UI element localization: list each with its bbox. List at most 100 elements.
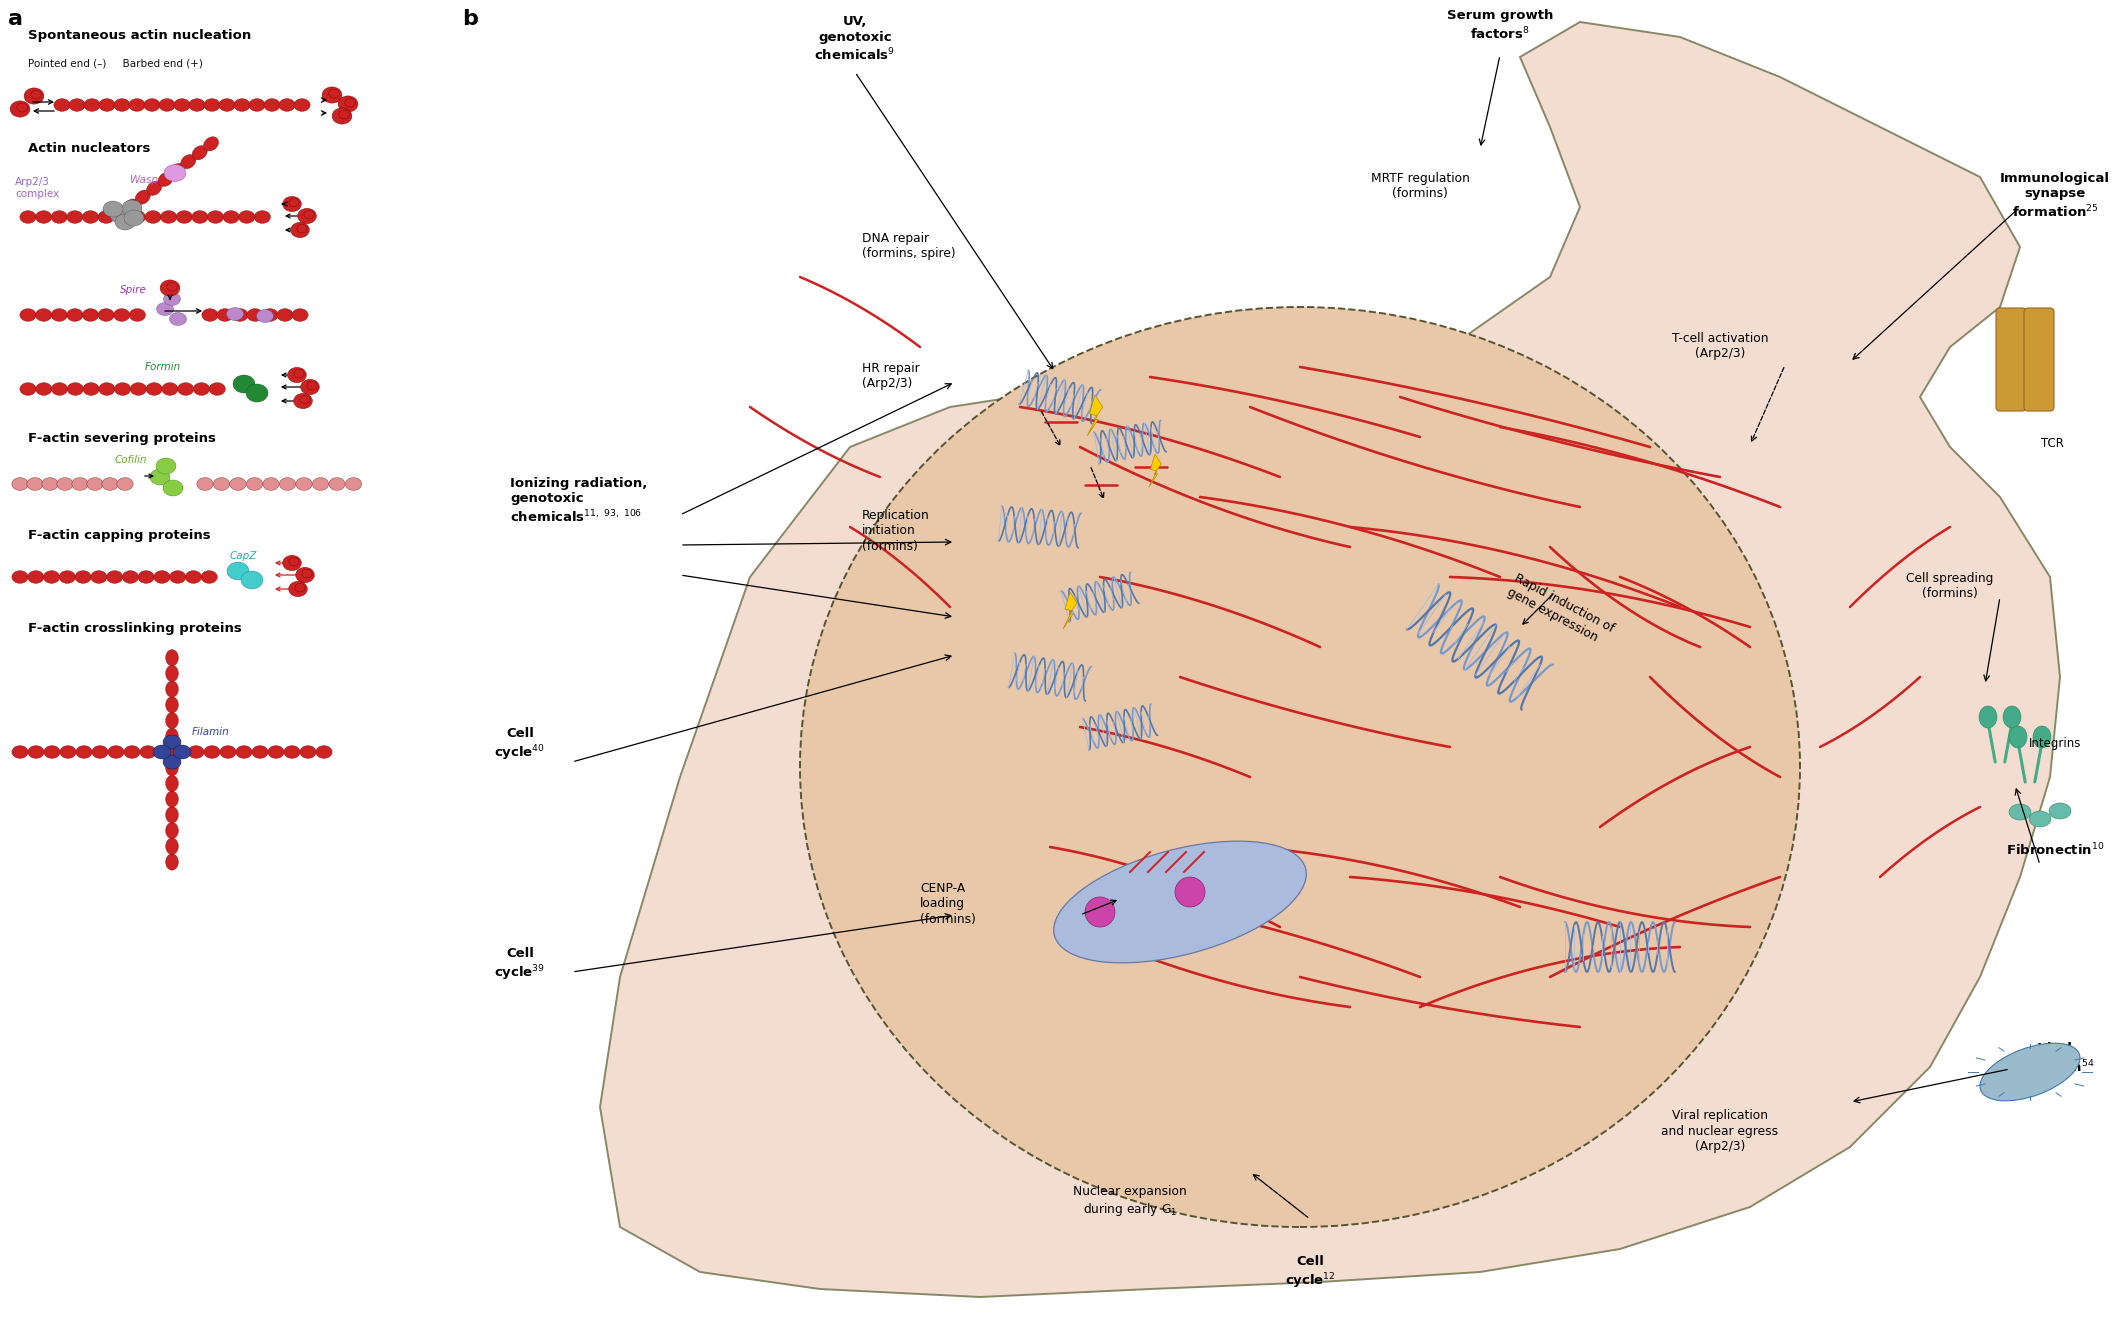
Text: Cell
cycle$^{40}$: Cell cycle$^{40}$ [494, 727, 545, 763]
Ellipse shape [42, 478, 57, 491]
Ellipse shape [1054, 841, 1307, 963]
Ellipse shape [138, 571, 155, 584]
Text: Ionizing radiation,
genotoxic
chemicals$^{11,\ 93,\ 106}$: Ionizing radiation, genotoxic chemicals$… [509, 476, 647, 525]
Ellipse shape [51, 382, 68, 395]
Ellipse shape [36, 309, 51, 321]
Ellipse shape [106, 571, 123, 584]
Ellipse shape [2049, 803, 2070, 819]
Ellipse shape [301, 380, 320, 394]
Ellipse shape [115, 98, 129, 111]
Text: Fibronectin$^{10}$: Fibronectin$^{10}$ [2006, 843, 2104, 859]
Ellipse shape [42, 571, 59, 584]
Text: CENP-A
loading
(formins): CENP-A loading (formins) [921, 882, 976, 926]
Ellipse shape [146, 382, 163, 395]
Ellipse shape [333, 107, 352, 125]
Ellipse shape [13, 478, 28, 491]
Ellipse shape [159, 173, 174, 187]
Ellipse shape [123, 210, 144, 226]
Ellipse shape [45, 746, 59, 758]
Ellipse shape [255, 211, 271, 223]
Ellipse shape [165, 775, 178, 792]
Ellipse shape [159, 98, 176, 111]
Text: Cell
cycle$^{12}$: Cell cycle$^{12}$ [1285, 1255, 1336, 1291]
Ellipse shape [165, 807, 178, 823]
Ellipse shape [295, 98, 310, 111]
Ellipse shape [278, 309, 293, 321]
Ellipse shape [218, 98, 235, 111]
Ellipse shape [129, 309, 146, 321]
Ellipse shape [176, 211, 193, 223]
Ellipse shape [248, 98, 265, 111]
Ellipse shape [221, 746, 235, 758]
Ellipse shape [246, 384, 267, 402]
Ellipse shape [201, 309, 218, 321]
Ellipse shape [180, 154, 195, 169]
Ellipse shape [98, 211, 115, 223]
Ellipse shape [123, 571, 138, 584]
Ellipse shape [102, 478, 119, 491]
Ellipse shape [261, 309, 278, 321]
Ellipse shape [316, 746, 333, 758]
Ellipse shape [161, 211, 176, 223]
Ellipse shape [339, 110, 350, 119]
Ellipse shape [288, 368, 305, 382]
Ellipse shape [28, 746, 45, 758]
Ellipse shape [301, 569, 312, 577]
Text: Spontaneous actin nucleation: Spontaneous actin nucleation [28, 29, 250, 42]
Ellipse shape [299, 746, 316, 758]
Ellipse shape [246, 309, 263, 321]
Ellipse shape [204, 137, 218, 151]
Ellipse shape [235, 746, 252, 758]
Text: Nuclear expansion
during early G$_1$: Nuclear expansion during early G$_1$ [1073, 1185, 1188, 1218]
Ellipse shape [165, 729, 178, 744]
Ellipse shape [155, 746, 172, 758]
Ellipse shape [233, 376, 255, 393]
Ellipse shape [246, 478, 263, 491]
Ellipse shape [68, 98, 85, 111]
Ellipse shape [329, 478, 346, 491]
Ellipse shape [214, 478, 229, 491]
Text: Serum growth
factors$^8$: Serum growth factors$^8$ [1447, 9, 1553, 42]
Text: Cell
cycle$^{39}$: Cell cycle$^{39}$ [494, 947, 545, 983]
Ellipse shape [123, 746, 140, 758]
Ellipse shape [216, 309, 233, 321]
Ellipse shape [57, 478, 72, 491]
Ellipse shape [51, 211, 68, 223]
Ellipse shape [51, 309, 68, 321]
Ellipse shape [2009, 804, 2032, 820]
Ellipse shape [23, 88, 45, 104]
Ellipse shape [242, 571, 263, 589]
Ellipse shape [19, 211, 36, 223]
Ellipse shape [252, 746, 267, 758]
Ellipse shape [165, 650, 178, 666]
Text: MRTF regulation
(formins): MRTF regulation (formins) [1370, 173, 1470, 200]
Ellipse shape [193, 146, 208, 159]
Ellipse shape [104, 200, 123, 218]
Ellipse shape [129, 98, 144, 111]
Text: Spire: Spire [121, 285, 146, 295]
Ellipse shape [91, 746, 108, 758]
Ellipse shape [36, 211, 51, 223]
Ellipse shape [59, 571, 76, 584]
Text: Cell spreading
(formins): Cell spreading (formins) [1907, 572, 1994, 601]
Ellipse shape [159, 280, 180, 296]
Ellipse shape [297, 208, 316, 224]
Ellipse shape [322, 86, 341, 104]
Ellipse shape [293, 393, 312, 409]
Ellipse shape [231, 309, 248, 321]
Ellipse shape [295, 369, 303, 378]
Ellipse shape [191, 211, 208, 223]
Ellipse shape [233, 98, 250, 111]
Ellipse shape [163, 735, 180, 748]
Text: CapZ: CapZ [229, 551, 257, 561]
Ellipse shape [2030, 811, 2051, 827]
Ellipse shape [115, 211, 129, 223]
Text: b: b [462, 9, 477, 29]
Ellipse shape [282, 196, 301, 211]
Ellipse shape [36, 382, 51, 395]
Ellipse shape [1086, 897, 1116, 928]
Ellipse shape [263, 478, 280, 491]
Ellipse shape [155, 571, 170, 584]
Ellipse shape [170, 163, 185, 178]
Ellipse shape [165, 853, 178, 871]
